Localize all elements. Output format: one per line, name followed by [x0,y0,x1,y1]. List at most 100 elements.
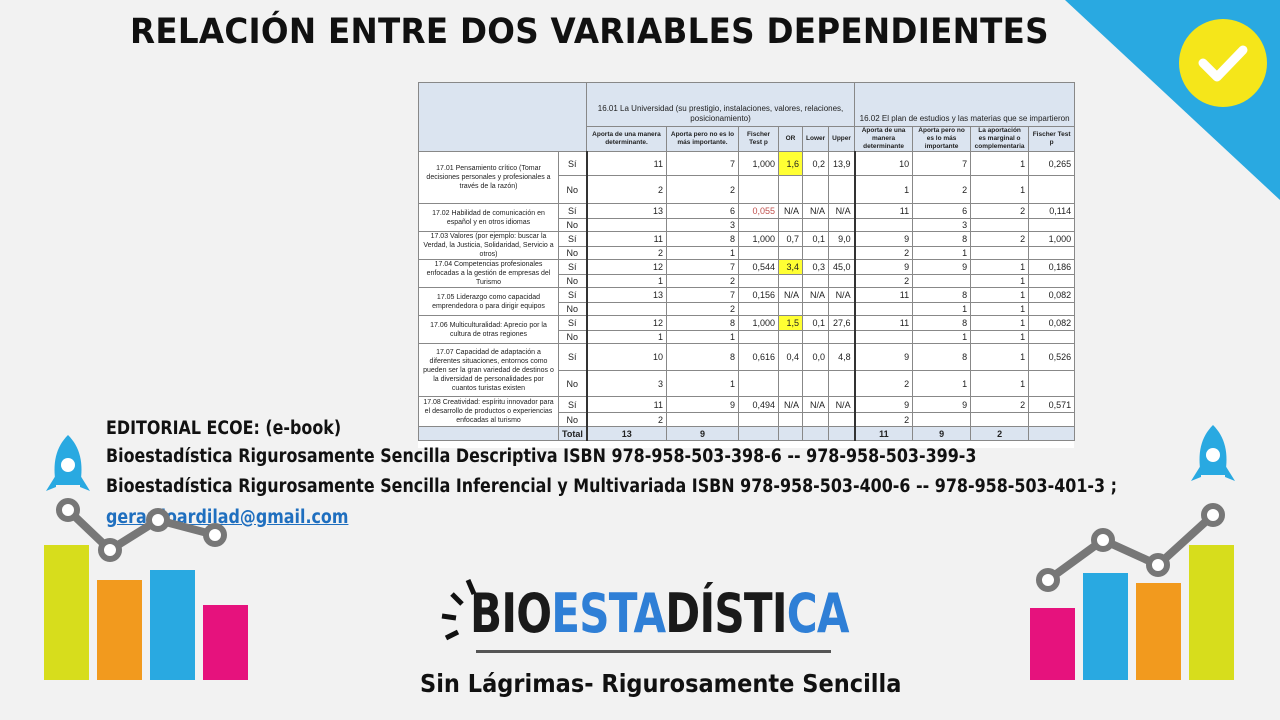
book-descriptiva: Bioestadística Rigurosamente Sencilla De… [106,446,977,467]
table-cell [778,175,803,204]
rocket-chart-icon [44,435,248,680]
table-cell: 1 [970,370,1030,397]
table-cell: 11 [585,396,667,413]
subheader-1601: Aporta de una manera determinante. [586,126,667,152]
table-cell [912,412,972,427]
table-cell: 45,0 [827,259,856,275]
table-row: 17.06 Multiculturalidad: Aprecio por la … [418,315,1076,344]
table-cell: 6 [912,203,972,219]
table-cell [827,274,856,288]
total-cell: 13 [585,426,667,441]
table-cell: 8 [912,231,972,247]
total-cell: 11 [853,426,914,441]
total-cell: 9 [666,426,739,441]
table-cell: 1,000 [1028,231,1076,247]
table-cell [802,274,829,288]
table-cell: 9 [853,343,914,371]
logo-text: BIOESTADÍSTICA [470,582,849,645]
table-cell [853,330,914,344]
subheader-1602: Aporta pero no es lo más importante [912,126,972,152]
table-row: 17.03 Valores (por ejemplo: buscar la Ve… [418,231,1076,260]
table-cell: 0,0 [802,343,829,371]
table-cell [738,370,779,397]
table-cell: 1 [970,343,1030,371]
table-cell: 0,616 [738,343,779,371]
row-label: 17.01 Pensamiento crítico (Tomar decisio… [418,151,559,204]
answer-si: Sí [558,287,587,303]
table-cell: 0,7 [778,231,803,247]
table-cell: N/A [802,396,829,413]
check-badge-icon [1065,0,1280,200]
table-cell: N/A [778,396,803,413]
answer-si: Sí [558,315,587,331]
table-cell: 1 [912,370,972,397]
table-cell [802,175,829,204]
table-cell: 1 [666,246,739,260]
table-cell: 9 [853,396,914,413]
table-row: No 1 1 1 1 [419,330,1076,344]
table-cell: 0,082 [1028,287,1076,303]
table-cell: 1 [970,287,1030,303]
book-inferencial: Bioestadística Rigurosamente Sencilla In… [106,476,1117,497]
table-cell [1028,246,1076,260]
table-cell: 1,5 [778,315,803,331]
table-cell [827,330,856,344]
table-cell: 9 [912,259,972,275]
table-cell [802,246,829,260]
logo-rays-icon [441,579,477,641]
table-cell: 3 [912,218,972,232]
logo-underline [476,650,831,653]
table-cell: 7 [666,151,739,176]
table-row: No 3 3 [419,218,1076,232]
table-cell: 0,3 [802,259,829,275]
total-cell [778,426,803,441]
table-cell: 2 [853,370,914,397]
table-cell: 11 [585,231,667,247]
table-cell: 7 [666,287,739,303]
table-cell [778,274,803,288]
table-cell: N/A [827,396,856,413]
table-cell: 6 [666,203,739,219]
table-cell [827,246,856,260]
subheader-1601: Aporta pero no es lo más importante. [666,126,739,152]
table-cell: 1 [666,370,739,397]
table-cell: 1,6 [778,151,803,176]
group-header-1602: 16.02 El plan de estudios y las materias… [854,82,1076,127]
table-cell: 2 [585,412,667,427]
table-cell: 12 [585,259,667,275]
table-cell: 10 [585,343,667,371]
table-cell: 0,2 [802,151,829,176]
subheader-1601: Fischer Test p [738,126,779,152]
answer-no: No [558,412,587,427]
answer-si: Sí [558,231,587,247]
table-cell: 2 [970,203,1030,219]
table-cell [738,218,779,232]
answer-no: No [558,218,587,232]
table-cell [738,175,779,204]
table-cell: 13,9 [827,151,856,176]
table-cell: 9 [853,259,914,275]
table-cell [802,412,829,427]
table-cell: 8 [912,343,972,371]
row-label: 17.03 Valores (por ejemplo: buscar la Ve… [418,231,559,260]
group-header-1601: 16.01 La Universidad (su prestigio, inst… [585,82,856,127]
subheader-1602: Aporta de una manera determinante [854,126,914,152]
total-cell: 9 [912,426,972,441]
table-cell [585,218,667,232]
table-row: 17.05 Liderazgo como capacidad emprended… [418,287,1076,316]
table-cell [778,412,803,427]
table-row: 17.01 Pensamiento crítico (Tomar decisio… [418,151,1076,204]
answer-no: No [558,175,587,204]
table-cell: N/A [778,203,803,219]
table-cell [827,370,856,397]
total-cell: 2 [970,426,1030,441]
row-label: 17.04 Competencias profesionales enfocad… [418,259,559,288]
table-cell: 1 [853,175,914,204]
answer-no: No [558,302,587,316]
table-cell: 8 [912,287,972,303]
table-cell [738,274,779,288]
total-cell [738,426,779,441]
table-cell [827,412,856,427]
answer-si: Sí [558,151,587,176]
table-cell: 1 [970,330,1030,344]
